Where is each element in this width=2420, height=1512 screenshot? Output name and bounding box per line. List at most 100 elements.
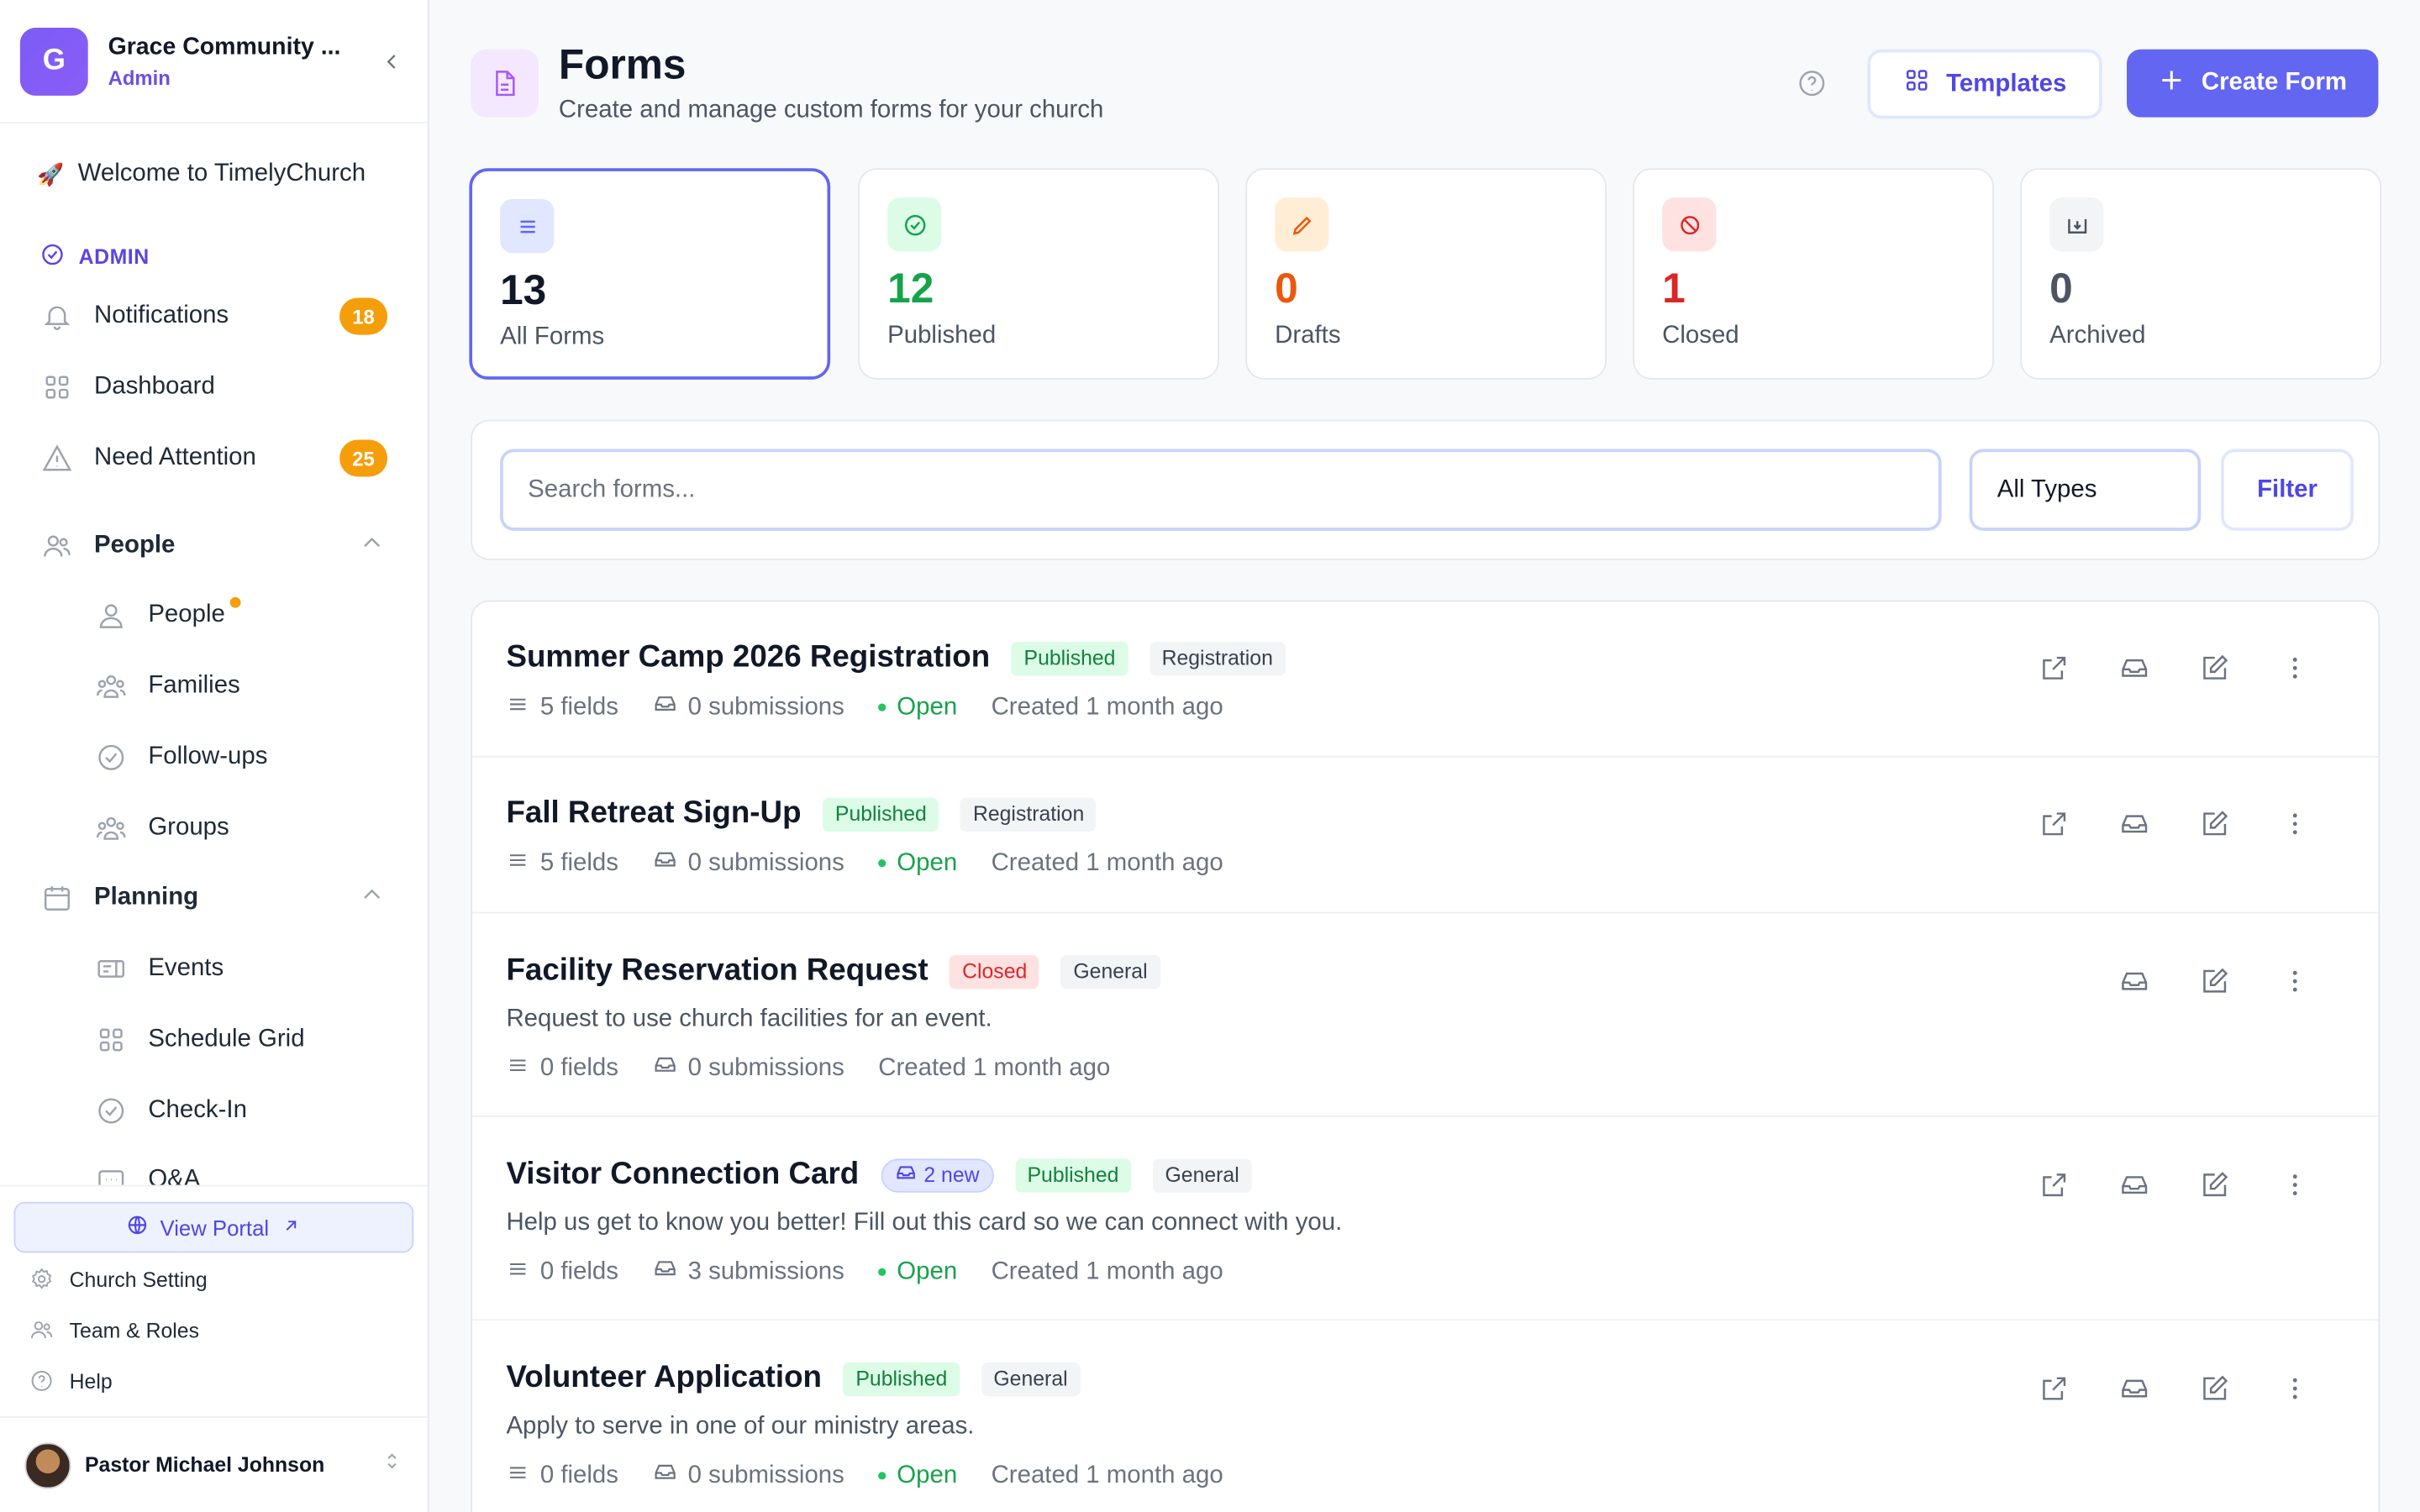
row-actions [2014,802,2335,845]
church-setting-label: Church Setting [69,1267,208,1291]
form-meta: 0 fields 0 submissions Open Created 1 mo… [506,1460,1223,1493]
stat-label: Archived [2049,322,2146,349]
form-name[interactable]: Visitor Connection Card [506,1157,860,1191]
form-meta: 5 fields 0 submissions Open Created 1 mo… [506,847,1223,879]
chevron-up-icon[interactable] [360,530,384,563]
external-link-icon[interactable] [2014,1367,2095,1410]
stat-card-archived[interactable]: 0 Archived [2020,168,2382,380]
fields-label: 5 fields [539,693,618,720]
sidebar-item-schedule-grid[interactable]: Schedule Grid [94,1016,387,1065]
chevron-up-down-icon [381,1451,403,1480]
more-vertical-icon[interactable] [2254,647,2335,690]
sidebar-item-follow-ups[interactable]: Follow-ups [94,732,387,782]
form-name[interactable]: Facility Reservation Request [506,953,929,988]
sidebar-item-dashboard[interactable]: Dashboard [40,363,387,412]
fields-count: 0 fields [506,1460,618,1491]
inbox-icon[interactable] [2094,1367,2175,1410]
help-circle-icon[interactable] [1797,68,1828,107]
templates-label: Templates [1946,70,2067,97]
edit-icon[interactable] [2175,647,2255,690]
team-roles-link[interactable]: Team & Roles [29,1318,199,1342]
need-attention-count-badge: 25 [339,439,388,477]
external-link-icon[interactable] [2014,1163,2095,1206]
inbox-icon [652,691,676,724]
welcome-link[interactable]: 🚀 Welcome to TimelyChurch [37,160,366,188]
form-name[interactable]: Fall Retreat Sign-Up [506,795,802,831]
list-item[interactable]: Facility Reservation Request Closed Gene… [472,913,2379,1117]
collapse-sidebar-icon[interactable] [376,45,408,76]
sidebar-item-events[interactable]: Events [94,944,387,994]
filter-button[interactable]: Filter [2221,449,2354,531]
stat-card-published[interactable]: 12 Published [858,168,1220,380]
sidebar-item-notifications[interactable]: Notifications 18 [40,291,388,341]
form-meta: 0 fields 3 submissions Open Created 1 mo… [506,1256,1223,1289]
stat-value: 0 [1275,265,1298,312]
view-portal-button[interactable]: View Portal [13,1201,414,1253]
sidebar-section-planning[interactable]: Planning [40,874,387,923]
sidebar-item-need-attention[interactable]: Need Attention 25 [40,433,388,483]
new-submissions-badge[interactable]: 2 new [880,1158,994,1192]
form-title-row: Volunteer Application Published General [506,1361,1081,1396]
help-link[interactable]: Help [29,1368,113,1393]
more-vertical-icon[interactable] [2254,959,2335,1002]
sidebar-item-label: Check-In [148,1096,247,1124]
create-form-button[interactable]: Create Form [2127,49,2379,118]
view-portal-label: View Portal [160,1215,270,1240]
filter-bar: All Types Filter [471,419,2381,560]
more-vertical-icon[interactable] [2254,802,2335,845]
external-link-icon[interactable] [2014,802,2095,845]
chevron-up-icon[interactable] [360,882,384,915]
sidebar-item-groups[interactable]: Groups [94,804,387,853]
type-select[interactable]: All Types [1969,449,2202,531]
inbox-icon[interactable] [2094,647,2175,690]
inbox-icon[interactable] [2094,802,2175,845]
templates-button[interactable]: Templates [1867,49,2102,119]
edit-icon[interactable] [2175,959,2255,1002]
stat-card-drafts[interactable]: 0 Drafts [1245,168,1607,380]
submissions-count: 0 submissions [652,691,844,724]
org-switcher[interactable]: G Grace Community ... Admin [0,0,428,123]
edit-icon[interactable] [2175,1163,2255,1206]
list-item[interactable]: Summer Camp 2026 Registration Published … [472,601,2379,758]
sidebar-item-people[interactable]: People [94,591,387,640]
external-link-icon[interactable] [2014,647,2095,690]
check-circle-icon [94,741,128,774]
external-arrow-icon [281,1215,302,1239]
list-item[interactable]: Volunteer Application Published General … [472,1320,2378,1512]
form-name[interactable]: Volunteer Application [506,1361,822,1395]
form-name[interactable]: Summer Camp 2026 Registration [506,640,991,675]
sidebar-item-check-in[interactable]: Check-In [94,1086,387,1136]
list-icon [506,848,529,879]
created-date: Created 1 month ago [991,1257,1223,1285]
status-dot [878,1472,886,1480]
fields-label: 0 fields [539,1462,618,1488]
more-vertical-icon[interactable] [2254,1367,2335,1410]
check-circle-icon [40,242,65,271]
inbox-icon[interactable] [2094,959,2175,1002]
sidebar-item-families[interactable]: Families [94,662,387,711]
list-item[interactable]: Visitor Connection Card 2 new Published … [472,1117,2379,1321]
edit-icon[interactable] [2175,802,2255,845]
search-input[interactable] [500,449,1942,531]
user-menu[interactable]: Pastor Michael Johnson [0,1416,428,1512]
church-setting-link[interactable]: Church Setting [29,1267,208,1291]
list-item[interactable]: Fall Retreat Sign-Up Published Registrat… [472,758,2379,914]
stat-card-closed[interactable]: 1 Closed [1633,168,1995,380]
sidebar-item-label: Schedule Grid [148,1026,305,1053]
ban-icon [1662,197,1717,252]
more-vertical-icon[interactable] [2254,1163,2335,1206]
new-badge-label: 2 new [923,1163,980,1187]
fields-label: 5 fields [539,849,618,876]
list-icon [506,1460,529,1491]
sidebar-item-label: Dashboard [94,373,215,400]
sidebar-section-people[interactable]: People [40,522,387,571]
inbox-icon [894,1162,916,1188]
inbox-icon[interactable] [2094,1163,2175,1206]
edit-icon[interactable] [2175,1367,2255,1410]
stat-card-all-forms[interactable]: 13 All Forms [469,168,831,380]
sidebar-footer: View Portal Church Setting Team & Roles … [0,1184,428,1512]
created-date: Created 1 month ago [991,849,1223,876]
type-badge: Registration [1149,641,1286,675]
grid-icon [40,370,74,404]
